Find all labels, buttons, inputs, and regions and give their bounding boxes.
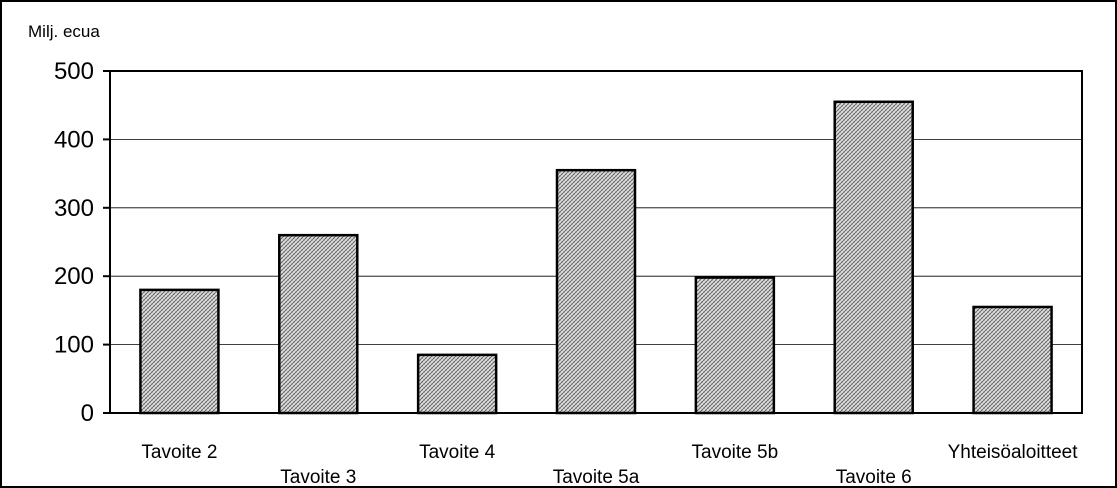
y-axis-unit-label: Milj. ecua (28, 22, 100, 41)
y-tick-label: 400 (54, 126, 94, 153)
bar-yhteis-aloitteet (972, 305, 1053, 415)
bar-tavoite-5b (694, 276, 776, 415)
bar-tavoite-3 (278, 233, 359, 415)
bar-tavoite-6 (833, 100, 914, 415)
bar-tavoite-5a (555, 168, 637, 415)
x-tick-label: Tavoite 3 (280, 467, 356, 486)
y-tick-label: 200 (54, 263, 94, 290)
y-tick-label: 100 (54, 332, 94, 359)
x-tick-label: Tavoite 4 (419, 442, 495, 463)
x-tick-label: Yhteisöaloitteet (948, 442, 1079, 463)
x-tick-label: Tavoite 5a (553, 467, 640, 486)
x-tick-label: Tavoite 6 (836, 467, 912, 486)
bar-tavoite-4 (416, 353, 498, 415)
y-tick-label: 500 (54, 58, 94, 85)
y-tick-label: 0 (81, 400, 94, 427)
y-tick-label: 300 (54, 195, 94, 222)
plot-area-border (109, 70, 1083, 414)
x-tick-label: Tavoite 5b (692, 442, 779, 463)
x-tick-label: Tavoite 2 (141, 442, 217, 463)
bar-tavoite-2 (139, 288, 220, 415)
